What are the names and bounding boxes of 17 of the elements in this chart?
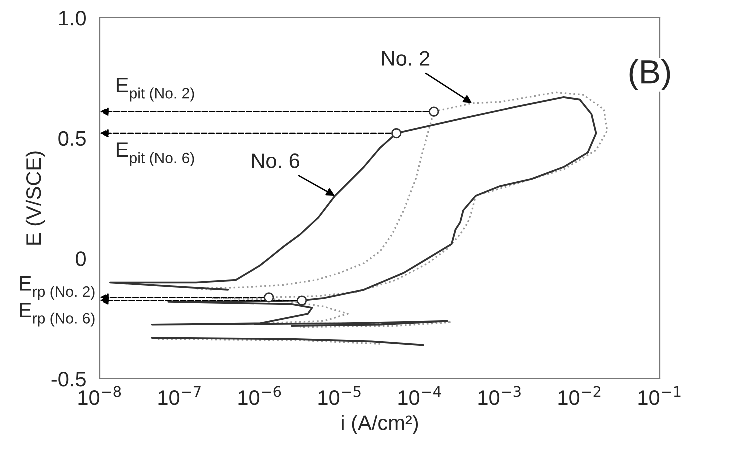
x-tick-label: 10$^{−8}$ [78,386,122,406]
annotation: No. 2 [382,51,430,66]
x-axis-title: i (A/cm²) [342,415,418,434]
y-tick-label: 0 [76,252,86,266]
annotation: No. 6 [252,154,300,168]
x-tick-label: 10$^{−6}$ [238,386,282,406]
x-tick-label: 10$^{−1}$ [638,386,681,406]
y-tick-label: 0.5 [58,131,86,146]
x-tick-label: 10$^{−7}$ [158,386,201,406]
annotation: (B) [630,59,670,91]
y-tick-label: 1.0 [59,11,86,26]
y-tick-label: -0.5 [52,372,86,387]
x-tick-label: 10$^{−3}$ [478,386,521,406]
x-tick-label: 10$^{−5}$ [318,386,361,406]
x-tick-label: 10$^{−4}$ [398,386,442,406]
y-axis-title: E (V/SCE) [26,152,46,245]
x-tick-label: 10$^{−2}$ [558,386,601,406]
